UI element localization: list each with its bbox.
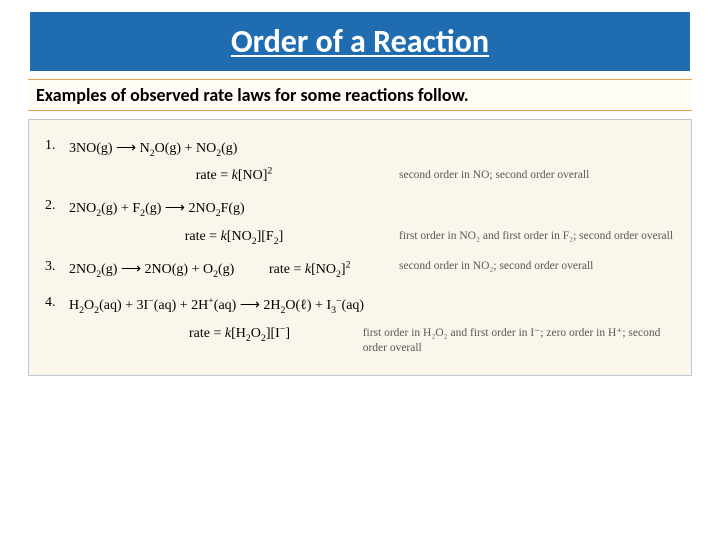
rate-description: second order in NO; second order overall: [399, 168, 675, 184]
example-number: 4.: [45, 295, 69, 311]
subtitle-bar: Examples of observed rate laws for some …: [28, 79, 692, 111]
example-inline-row: 3. 2NO2(g) ⟶ 2NO(g) + O2(g) rate = k[NO2…: [45, 259, 675, 281]
rate-expression: rate = k[NO2][F2]: [69, 229, 399, 245]
example-equation-row: 1. 3NO(g) ⟶ N2O(g) + NO2(g): [45, 138, 675, 160]
rate-expression: rate = k[NO]2: [69, 168, 399, 184]
example-equation: 2NO2(g) + F2(g) ⟶ 2NO2F(g): [69, 198, 675, 220]
example-equation: 2NO2(g) ⟶ 2NO(g) + O2(g): [69, 259, 269, 281]
rate-expression: rate = k[NO2]2: [269, 259, 399, 281]
rate-expression: rate = k[H2O2][I−]: [69, 326, 363, 342]
example-equation: H2O2(aq) + 3I−(aq) + 2H+(aq) ⟶ 2H2O(ℓ) +…: [69, 295, 675, 317]
title-bar: Order of a Reaction: [28, 10, 692, 73]
example-number: 2.: [45, 198, 69, 214]
rate-description: first order in NO₂ and first order in F₂…: [399, 229, 675, 245]
slide-title: Order of a Reaction: [231, 22, 489, 61]
rate-description: second order in NO₂; second order overal…: [399, 259, 675, 275]
example-equation: 3NO(g) ⟶ N2O(g) + NO2(g): [69, 138, 675, 160]
rate-description: first order in H₂O₂ and first order in I…: [363, 326, 675, 357]
example-rate-row: rate = k[H2O2][I−] first order in H₂O₂ a…: [69, 326, 675, 357]
example-rate-row: rate = k[NO]2 second order in NO; second…: [69, 168, 675, 184]
example-equation-row: 4. H2O2(aq) + 3I−(aq) + 2H+(aq) ⟶ 2H2O(ℓ…: [45, 295, 675, 317]
example-number: 1.: [45, 138, 69, 154]
examples-box: 1. 3NO(g) ⟶ N2O(g) + NO2(g) rate = k[NO]…: [28, 119, 692, 376]
subtitle-text: Examples of observed rate laws for some …: [36, 84, 469, 106]
example-equation-row: 2. 2NO2(g) + F2(g) ⟶ 2NO2F(g): [45, 198, 675, 220]
example-number: 3.: [45, 259, 69, 275]
example-rate-row: rate = k[NO2][F2] first order in NO₂ and…: [69, 229, 675, 245]
